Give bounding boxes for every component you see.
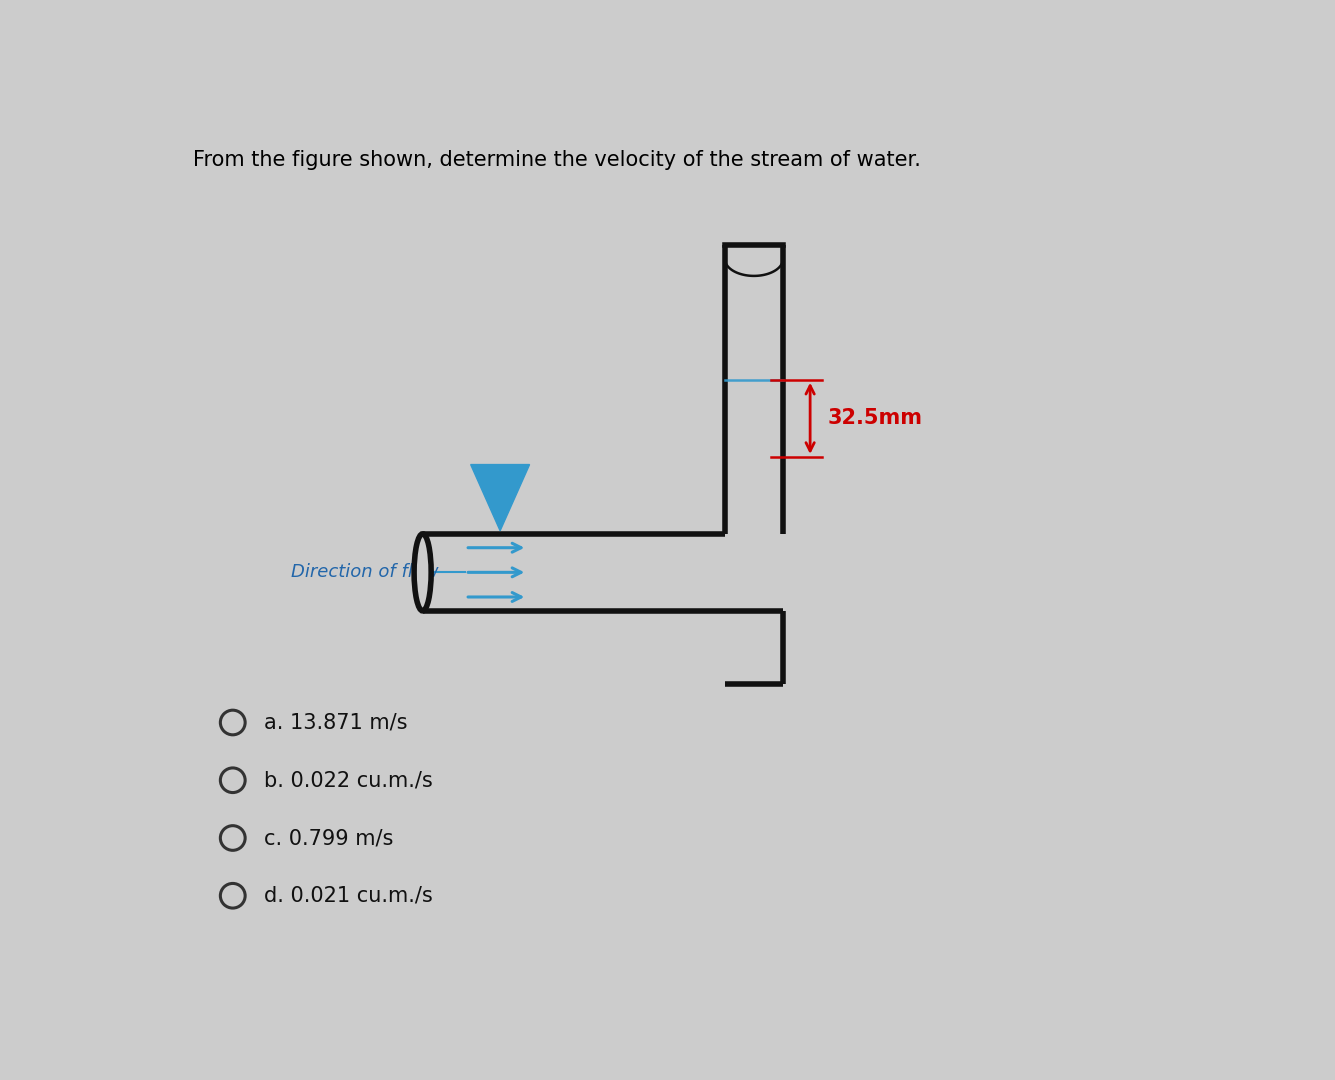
Text: c. 0.799 m/s: c. 0.799 m/s [264, 828, 392, 848]
Text: From the figure shown, determine the velocity of the stream of water.: From the figure shown, determine the vel… [192, 150, 921, 171]
Text: Direction of flow: Direction of flow [291, 564, 438, 581]
Text: a. 13.871 m/s: a. 13.871 m/s [264, 713, 407, 732]
Text: b. 0.022 cu.m./s: b. 0.022 cu.m./s [264, 770, 433, 791]
Text: d. 0.021 cu.m./s: d. 0.021 cu.m./s [264, 886, 433, 906]
Text: 32.5mm: 32.5mm [828, 408, 922, 429]
Polygon shape [471, 464, 530, 530]
Ellipse shape [414, 534, 431, 611]
